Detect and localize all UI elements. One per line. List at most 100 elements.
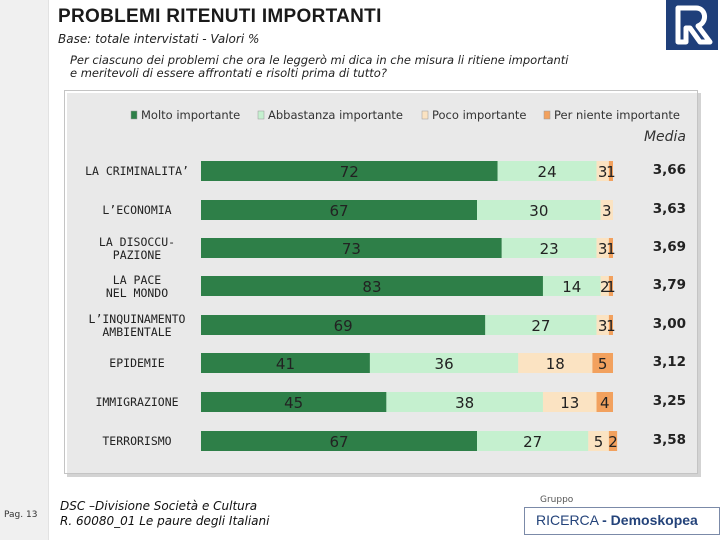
category-label-4-line-1: LA PACE xyxy=(113,273,162,287)
data-label-5-series-2: 27 xyxy=(531,317,550,335)
bar-4-series-4 xyxy=(608,276,613,296)
data-label-5-series-3: 3 xyxy=(598,317,608,335)
stacked-bar-chart: Molto importante Abbastanza importante Poc… xyxy=(85,108,686,451)
legend-swatch-3 xyxy=(421,110,429,120)
data-label-7-series-4: 4 xyxy=(600,394,610,412)
bar-3-series-4 xyxy=(608,238,613,258)
bar-4-series-2 xyxy=(542,276,601,296)
bar-5-series-3 xyxy=(596,315,609,335)
media-value-3: 3,69 xyxy=(653,239,686,255)
data-label-7-series-2: 38 xyxy=(455,394,474,412)
bar-7-series-3 xyxy=(542,392,597,412)
category-label-2: L’ECONOMIA xyxy=(102,203,171,217)
data-label-1-series-2: 24 xyxy=(538,163,557,181)
data-label-3-series-3: 3 xyxy=(598,240,608,258)
brand-box xyxy=(524,507,720,535)
bar-6-series-1 xyxy=(201,353,370,373)
data-label-8-series-4: 2 xyxy=(608,433,618,451)
survey-question-line-1: Per ciascuno dei problemi che ora le leg… xyxy=(70,53,569,67)
data-label-6-series-2: 36 xyxy=(435,355,454,373)
category-label-7: IMMIGRAZIONE xyxy=(95,395,178,409)
legend-swatch-2 xyxy=(257,110,265,120)
data-label-8-series-2: 27 xyxy=(523,433,542,451)
legend-label-3: Poco importante xyxy=(432,108,526,122)
chart-panel: Molto importante Abbastanza importante Poc… xyxy=(64,90,698,474)
legend-swatch-1 xyxy=(130,110,138,120)
bar-4-series-3 xyxy=(600,276,609,296)
media-value-2: 3,63 xyxy=(653,201,686,217)
survey-question-line-2: e meritevoli di essere affrontati e riso… xyxy=(70,66,387,80)
footer-credits-line-1: DSC –Divisione Società e Cultura xyxy=(60,499,258,513)
media-value-5: 3,00 xyxy=(653,316,686,332)
left-sidebar xyxy=(0,0,49,540)
category-label-3-line-1: LA DISOCCU- xyxy=(99,235,175,249)
bar-3-series-2 xyxy=(501,238,597,258)
ricerca-logo xyxy=(666,0,718,50)
bar-7-series-2 xyxy=(386,392,543,412)
bar-1-series-4 xyxy=(608,161,613,181)
category-label-3-line-2: PAZIONE xyxy=(113,248,162,262)
media-value-1: 3,66 xyxy=(653,162,686,178)
page-number: Pag. 13 xyxy=(4,510,38,520)
bar-8-series-3 xyxy=(588,431,609,451)
bar-4-series-1 xyxy=(201,276,543,296)
data-label-2-series-3: 3 xyxy=(602,202,612,220)
bar-2-series-3 xyxy=(600,200,613,220)
data-label-6-series-1: 41 xyxy=(276,355,295,373)
brand-text: RICERCA - Demoskopea xyxy=(536,512,698,528)
bar-5-series-2 xyxy=(485,315,597,335)
data-label-1-series-4: 1 xyxy=(606,163,616,181)
data-label-1-series-3: 3 xyxy=(598,163,608,181)
data-label-5-series-1: 69 xyxy=(334,317,353,335)
data-label-2-series-1: 67 xyxy=(329,202,348,220)
footer-credits-line-2: R. 60080_01 Le paure degli Italiani xyxy=(60,514,270,528)
ricerca-logo-icon xyxy=(666,0,718,50)
media-value-7: 3,25 xyxy=(653,393,686,409)
data-label-3-series-2: 23 xyxy=(540,240,559,258)
legend-label-2: Abbastanza importante xyxy=(268,108,403,122)
data-label-5-series-4: 1 xyxy=(606,317,616,335)
bar-6-series-4 xyxy=(592,353,613,373)
footer-credits: DSC –Divisione Società e Cultura R. 6008… xyxy=(60,499,269,529)
data-label-6-series-4: 5 xyxy=(598,355,608,373)
data-label-8-series-3: 5 xyxy=(594,433,604,451)
data-label-1-series-1: 72 xyxy=(340,163,359,181)
data-label-3-series-4: 1 xyxy=(606,240,616,258)
bar-1-series-3 xyxy=(596,161,609,181)
data-label-4-series-4: 1 xyxy=(606,278,616,296)
page-title: PROBLEMI RITENUTI IMPORTANTI xyxy=(58,6,382,27)
bar-1-series-1 xyxy=(201,161,498,181)
bar-8-series-2 xyxy=(477,431,589,451)
category-label-6: EPIDEMIE xyxy=(109,356,164,370)
bar-2-series-1 xyxy=(201,200,478,220)
category-label-8: TERRORISMO xyxy=(102,434,171,448)
data-label-7-series-1: 45 xyxy=(284,394,303,412)
category-label-4-line-2: NEL MONDO xyxy=(106,286,168,300)
category-label-5-line-2: AMBIENTALE xyxy=(102,325,171,339)
category-label-5-line-1: L’INQUINAMENTO xyxy=(89,312,186,326)
bar-1-series-2 xyxy=(497,161,597,181)
media-header: Media xyxy=(644,129,686,145)
bar-7-series-4 xyxy=(596,392,613,412)
brand-name: RICERCA xyxy=(536,512,599,528)
page-subtitle: Base: totale intervistati - Valori % xyxy=(58,32,260,46)
data-label-2-series-2: 30 xyxy=(529,202,548,220)
media-value-6: 3,12 xyxy=(653,354,686,370)
bar-5-series-4 xyxy=(608,315,613,335)
bar-7-series-1 xyxy=(201,392,387,412)
category-label-1: LA CRIMINALITA’ xyxy=(85,164,189,178)
data-label-8-series-1: 67 xyxy=(329,433,348,451)
bar-5-series-1 xyxy=(201,315,486,335)
brand-logo: Gruppo RICERCA - Demoskopea xyxy=(524,495,720,537)
bar-2-series-2 xyxy=(477,200,601,220)
bar-3-series-3 xyxy=(596,238,609,258)
data-label-4-series-3: 2 xyxy=(600,278,610,296)
legend-swatch-4 xyxy=(543,110,551,120)
bar-8-series-1 xyxy=(201,431,478,451)
survey-question: Per ciascuno dei problemi che ora le leg… xyxy=(70,54,670,80)
bar-6-series-3 xyxy=(518,353,593,373)
bar-3-series-1 xyxy=(201,238,502,258)
media-value-8: 3,58 xyxy=(653,432,686,448)
media-value-4: 3,79 xyxy=(653,277,686,293)
data-label-4-series-1: 83 xyxy=(362,278,381,296)
